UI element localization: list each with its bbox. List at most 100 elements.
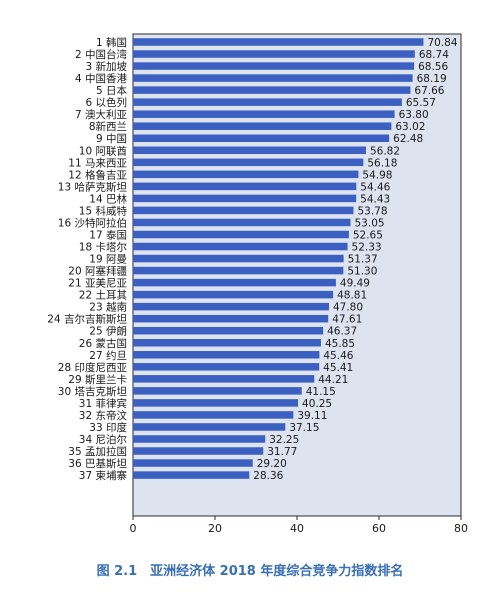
category-label: 37 柬埔寨 — [79, 469, 128, 482]
bar — [133, 254, 344, 263]
value-label: 51.37 — [348, 254, 378, 266]
value-label: 68.74 — [419, 49, 449, 61]
bar — [133, 339, 321, 347]
bar — [133, 411, 294, 419]
category-label: 20 阿塞拜疆 — [68, 265, 127, 278]
category-label: 25 伊朗 — [89, 326, 127, 338]
bar — [133, 218, 351, 227]
category-label: 7 澳大利亚 — [75, 108, 128, 121]
category-label: 10 阿联酋 — [79, 144, 127, 157]
bar — [133, 447, 264, 455]
bar — [133, 50, 415, 58]
category-label: 9 中国 — [96, 132, 127, 145]
figure-caption: 图 2.1 亚洲经济体 2018 年度综合竞争力指数排名 — [96, 564, 404, 579]
category-label: 22 土耳其 — [79, 289, 127, 302]
bar — [133, 302, 329, 311]
category-label: 14 巴林 — [89, 192, 127, 205]
x-tick-label: 40 — [290, 522, 304, 535]
x-tick-label: 20 — [208, 522, 222, 535]
bar — [133, 326, 324, 335]
category-label: 8新西兰 — [89, 120, 127, 133]
category-label: 16 沙特阿拉伯 — [58, 216, 127, 229]
category-label: 34 尼泊尔 — [79, 433, 127, 446]
value-label: 45.85 — [325, 338, 355, 350]
category-label: 26 蒙古国 — [79, 337, 127, 350]
category-label: 19 阿曼 — [89, 254, 127, 266]
value-label: 47.61 — [332, 314, 362, 326]
bar — [133, 98, 402, 106]
category-label: 24 吉尔吉斯斯坦 — [47, 313, 127, 326]
value-label: 51.30 — [347, 266, 377, 278]
value-label: 54.98 — [362, 169, 392, 181]
value-label: 52.65 — [353, 229, 383, 241]
value-label: 37.15 — [289, 422, 319, 434]
bar — [133, 74, 413, 82]
category-label: 28 印度尼西亚 — [58, 361, 128, 374]
bar — [133, 423, 286, 431]
value-label: 46.37 — [327, 326, 357, 338]
category-label: 33 印度 — [89, 421, 127, 434]
value-label: 28.36 — [253, 470, 283, 482]
bar — [133, 182, 357, 191]
bar — [133, 242, 348, 251]
value-label: 54.46 — [360, 181, 390, 193]
bar — [133, 387, 302, 395]
bar — [133, 230, 349, 239]
value-label: 68.56 — [418, 61, 448, 73]
category-label: 35 孟加拉国 — [68, 445, 127, 458]
category-label: 2 中国台湾 — [75, 48, 128, 61]
bar — [133, 38, 424, 46]
x-tick-label: 60 — [372, 522, 386, 535]
value-label: 29.20 — [257, 458, 287, 470]
value-label: 52.33 — [352, 242, 382, 254]
category-label: 15 科威特 — [79, 204, 128, 217]
bar — [133, 110, 395, 118]
bar — [133, 266, 344, 275]
bar — [133, 278, 336, 287]
value-label: 40.25 — [302, 398, 332, 410]
category-label: 13 哈萨克斯坦 — [58, 180, 128, 193]
value-label: 47.80 — [333, 302, 363, 314]
category-label: 21 亚美尼亚 — [68, 277, 127, 290]
value-label: 63.80 — [399, 109, 429, 121]
bar — [133, 206, 354, 215]
category-label: 36 巴基斯坦 — [68, 457, 127, 470]
value-label: 68.19 — [417, 73, 447, 85]
bar — [133, 314, 329, 323]
bar — [133, 375, 315, 383]
value-label: 49.49 — [340, 278, 370, 290]
bar — [133, 122, 392, 130]
value-label: 48.81 — [337, 290, 367, 302]
value-label: 45.46 — [323, 350, 353, 362]
bar — [133, 399, 299, 407]
category-label: 3 新加坡 — [85, 60, 127, 73]
bar — [133, 62, 415, 70]
bar — [133, 363, 320, 371]
value-label: 45.41 — [323, 362, 353, 374]
bar — [133, 351, 320, 359]
bar — [133, 170, 359, 179]
bar — [133, 194, 357, 203]
bar — [133, 134, 390, 142]
bar — [133, 158, 364, 167]
category-label: 18 卡塔尔 — [79, 241, 127, 254]
value-label: 53.05 — [355, 217, 385, 229]
bar — [133, 86, 411, 94]
value-label: 41.15 — [306, 386, 336, 398]
category-label: 17 泰国 — [89, 228, 127, 241]
bar — [133, 435, 266, 443]
value-label: 65.57 — [406, 97, 436, 109]
category-label: 30 塔吉克斯坦 — [58, 385, 128, 398]
category-label: 11 马来西亚 — [68, 157, 127, 169]
value-label: 56.82 — [370, 145, 400, 157]
bar — [133, 459, 253, 467]
value-label: 53.78 — [357, 205, 387, 217]
category-label: 12 格鲁吉亚 — [68, 168, 127, 181]
x-tick-label: 80 — [454, 522, 468, 535]
x-tick-label: 0 — [130, 522, 137, 535]
value-label: 31.77 — [267, 446, 297, 458]
value-label: 67.66 — [414, 85, 444, 97]
value-label: 56.18 — [367, 157, 397, 169]
